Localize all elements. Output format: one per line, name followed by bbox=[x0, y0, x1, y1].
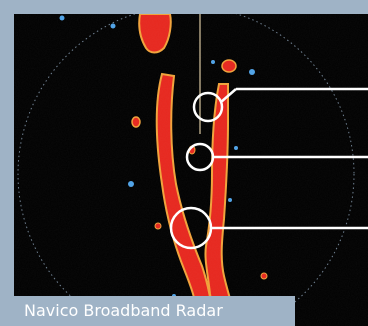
noise-overlay bbox=[14, 14, 368, 326]
callout-target-1 bbox=[192, 87, 368, 123]
callout-target-3 bbox=[169, 206, 368, 250]
callout-target-2 bbox=[185, 142, 368, 172]
caption-label: Navico Broadband Radar bbox=[14, 296, 295, 326]
radar-screen bbox=[14, 14, 368, 326]
radar-display bbox=[14, 14, 368, 326]
